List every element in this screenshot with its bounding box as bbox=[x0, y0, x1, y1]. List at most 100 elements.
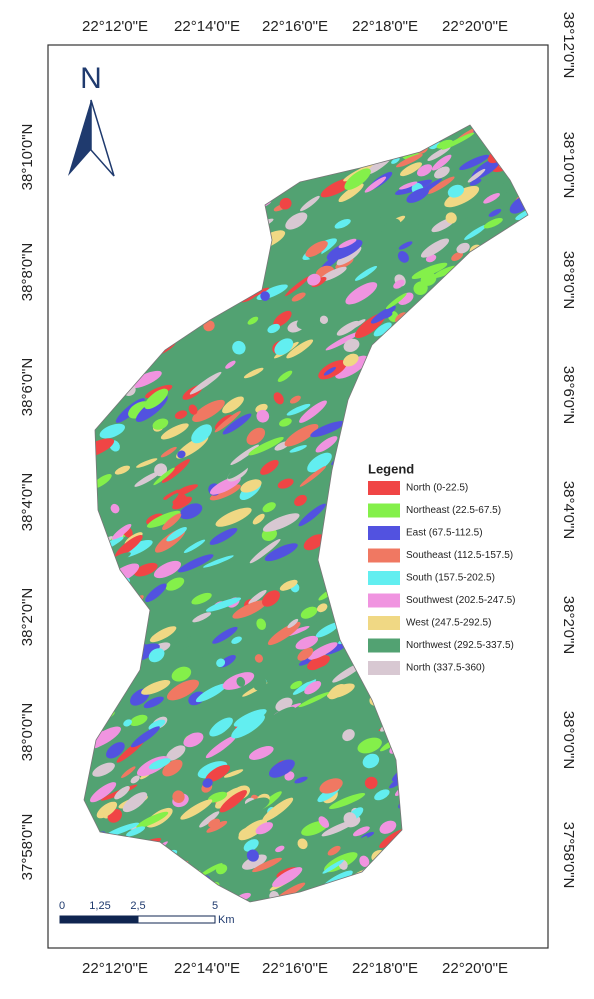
aspect-patch bbox=[431, 154, 452, 171]
aspect-patch bbox=[162, 759, 183, 777]
aspect-patch bbox=[300, 195, 320, 212]
aspect-patch bbox=[525, 242, 528, 263]
aspect-patch bbox=[227, 454, 258, 479]
top-coord-label: 22°16'0"E bbox=[262, 18, 328, 35]
aspect-patch bbox=[442, 825, 479, 847]
aspect-patch bbox=[525, 851, 528, 870]
aspect-patch bbox=[279, 579, 298, 591]
aspect-patch bbox=[214, 198, 239, 209]
aspect-patch bbox=[112, 880, 135, 900]
aspect-patch bbox=[226, 137, 243, 151]
aspect-patch bbox=[485, 740, 505, 754]
bottom-coord-label: 22°14'0"E bbox=[174, 960, 240, 977]
aspect-patch bbox=[103, 878, 126, 898]
aspect-patch bbox=[514, 609, 526, 621]
aspect-patch bbox=[218, 135, 231, 148]
aspect-patch bbox=[518, 532, 528, 550]
aspect-patch bbox=[505, 731, 516, 743]
aspect-patch bbox=[96, 801, 118, 819]
aspect-patch bbox=[435, 731, 458, 750]
aspect-patch bbox=[191, 424, 212, 444]
aspect-patch bbox=[92, 762, 115, 777]
aspect-patch bbox=[315, 622, 340, 638]
aspect-patch bbox=[121, 207, 151, 228]
aspect-patch bbox=[476, 278, 510, 300]
aspect-patch bbox=[382, 405, 407, 424]
aspect-patch bbox=[475, 698, 500, 714]
aspect-patch bbox=[374, 789, 390, 801]
aspect-patch bbox=[506, 350, 528, 376]
aspect-patch bbox=[308, 137, 329, 154]
aspect-patch bbox=[398, 441, 412, 455]
aspect-patch bbox=[330, 137, 346, 150]
aspect-patch bbox=[84, 688, 111, 707]
aspect-patch bbox=[326, 239, 363, 261]
aspect-patch bbox=[515, 575, 528, 591]
aspect-patch bbox=[260, 291, 270, 301]
aspect-patch bbox=[88, 227, 99, 241]
aspect-patch bbox=[322, 859, 345, 874]
aspect-patch bbox=[512, 353, 528, 374]
aspect-patch bbox=[96, 351, 129, 376]
aspect-patch bbox=[496, 288, 513, 302]
aspect-patch bbox=[511, 797, 520, 806]
aspect-patch bbox=[206, 820, 228, 833]
aspect-patch bbox=[99, 125, 115, 128]
aspect-patch bbox=[192, 612, 212, 623]
aspect-patch bbox=[155, 294, 187, 310]
aspect-patch bbox=[161, 459, 190, 483]
aspect-patch bbox=[508, 240, 517, 249]
bottom-coord-label: 22°16'0"E bbox=[262, 960, 328, 977]
aspect-patch bbox=[222, 413, 252, 435]
aspect-patch bbox=[180, 799, 213, 820]
aspect-patch bbox=[344, 168, 371, 190]
top-coord-label: 22°20'0"E bbox=[442, 18, 508, 35]
aspect-patch bbox=[262, 590, 280, 607]
aspect-patch bbox=[370, 305, 396, 324]
aspect-patch bbox=[297, 838, 308, 850]
aspect-patch bbox=[301, 664, 334, 683]
aspect-patch bbox=[448, 760, 475, 781]
aspect-patch bbox=[312, 155, 325, 166]
aspect-patch bbox=[521, 248, 528, 264]
aspect-patch bbox=[405, 125, 431, 132]
aspect-patch bbox=[225, 360, 236, 369]
aspect-patch bbox=[177, 465, 208, 490]
scale-outline bbox=[59, 915, 216, 924]
aspect-patch bbox=[209, 185, 228, 199]
aspect-patch bbox=[240, 797, 270, 815]
aspect-patch bbox=[294, 776, 308, 784]
aspect-patch bbox=[497, 659, 523, 670]
aspect-patch bbox=[209, 717, 233, 737]
aspect-patch bbox=[144, 388, 169, 410]
aspect-patch bbox=[268, 759, 295, 778]
aspect-patch bbox=[439, 857, 456, 866]
aspect-patch bbox=[129, 714, 148, 727]
legend-swatch bbox=[368, 503, 400, 518]
aspect-patch bbox=[109, 525, 125, 537]
aspect-patch bbox=[130, 775, 140, 784]
aspect-patch bbox=[115, 535, 143, 558]
aspect-patch bbox=[510, 893, 527, 902]
aspect-patch bbox=[515, 540, 528, 551]
aspect-patch bbox=[203, 555, 234, 568]
aspect-patch bbox=[450, 753, 465, 768]
aspect-patch bbox=[121, 766, 136, 778]
aspect-patch bbox=[156, 493, 179, 512]
aspect-patch bbox=[404, 775, 430, 792]
aspect-patch bbox=[478, 351, 513, 367]
aspect-patch bbox=[166, 527, 187, 542]
aspect-patch bbox=[392, 734, 413, 744]
aspect-patch bbox=[405, 387, 416, 398]
aspect-patch bbox=[509, 425, 521, 433]
aspect-patch bbox=[499, 157, 521, 168]
basin-outline bbox=[83, 124, 529, 903]
aspect-patch bbox=[216, 149, 241, 163]
aspect-patch bbox=[448, 729, 460, 739]
aspect-patch bbox=[341, 125, 361, 139]
aspect-patch bbox=[434, 849, 459, 865]
aspect-patch bbox=[145, 583, 167, 603]
aspect-patch bbox=[144, 299, 154, 309]
aspect-patch bbox=[379, 199, 395, 208]
aspect-patch bbox=[501, 396, 516, 408]
